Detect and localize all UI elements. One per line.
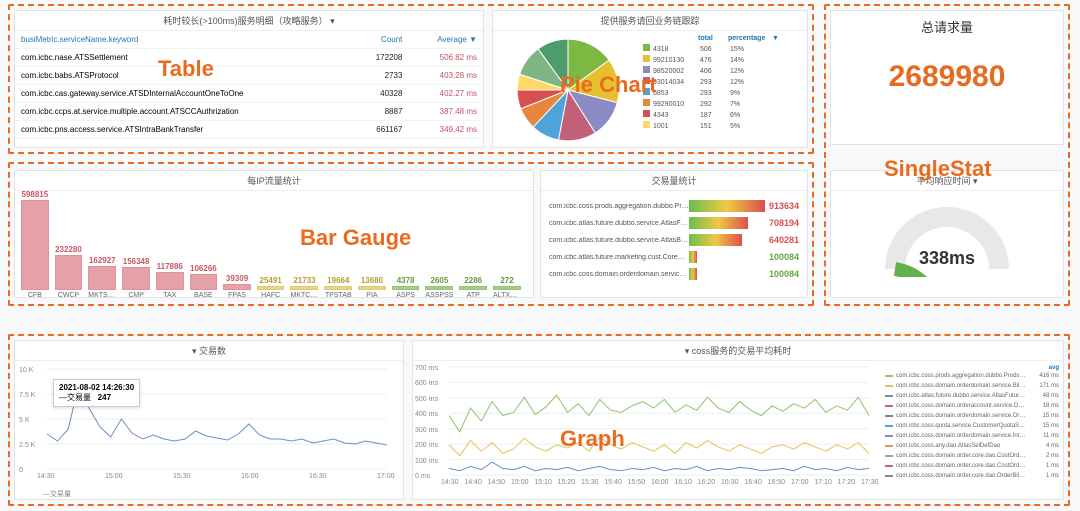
singlestat-total-panel: 总请求量 2689980 [830,10,1064,145]
pie-legend-row[interactable]: 9852000240612% [643,66,805,77]
chevron-down-icon: ▾ [330,16,335,26]
pie-legend-row[interactable]: 43431876% [643,110,805,121]
bar-gauge-bar[interactable]: 117886TAX [156,262,184,299]
bar-gauge-bar[interactable]: 39309FPAS [223,274,251,299]
table-col-header[interactable]: busiMetric.serviceName.keyword [15,31,353,49]
graph2-legend-row[interactable]: com.icbc.coss.domain.orderaccount.servic… [885,401,1059,411]
singlestat-total-title: 总请求量 [831,11,1063,36]
pie-legend-row[interactable]: 10011515% [643,121,805,132]
table-row[interactable]: com.icbc.ccps.at.service.multiple.accoun… [15,103,483,121]
table-panel-title[interactable]: 耗时较长(>100ms)服务明细（攻略服务） ▾ [15,11,483,31]
pie-panel: 提供服务请回业务链跟踪 total percentage ▼ 431850615… [492,10,808,148]
pie-legend: total percentage ▼ 431850615%99210130476… [643,31,807,149]
bar-gauge-hbar[interactable]: com.icbc.atlas.future.dubbo.service.Atla… [549,234,799,246]
graph1-tooltip: 2021-08-02 14:26:30 —交易量 247 [53,379,140,407]
graph2-chart[interactable] [413,361,883,491]
table-panel: 耗时较长(>100ms)服务明细（攻略服务） ▾ busiMetric.serv… [14,10,484,148]
graph2-title[interactable]: ▾ coss服务的交易平均耗时 [413,341,1063,361]
bar-gauge-hbar[interactable]: com.icbc.coss.prods.aggregation.dubbo.Pr… [549,200,799,212]
gauge-value: 338ms [882,248,1012,269]
graph2-legend: avg com.icbc.coss.prods.aggregation.dubb… [885,361,1063,503]
bar-gauge-bar[interactable]: 25491HAFC [257,276,285,299]
bar-gauge-bar[interactable]: 272ALTXCUS [493,276,521,299]
singlestat-gauge-panel: 平均响应时间 ▾ 338ms [830,170,1064,298]
singlestat-gauge-title[interactable]: 平均响应时间 ▾ [831,171,1063,191]
bar-gauge-v-title[interactable]: 每IP流量统计 [15,171,533,191]
table-col-header[interactable]: Average ▼ [408,31,483,49]
graph2-legend-row[interactable]: com.icbc.coss.domain.order.core.dao.Orde… [885,471,1059,481]
graph2-legend-row[interactable]: com.icbc.coss.domain.order.core.dao.Cost… [885,451,1059,461]
graph2-legend-row[interactable]: com.icbc.coss.any.dao.AtlasSelDefDao4 ms [885,441,1059,451]
gauge: 338ms [882,197,1012,277]
graph2-legend-row[interactable]: com.icbc.coss.domain.orderdomain.service… [885,411,1059,421]
graph2-legend-row[interactable]: com.icbc.coss.domain.orderdomain.service… [885,431,1059,441]
bar-gauge-bar[interactable]: 13680PIA [358,276,386,299]
bar-gauge-bar[interactable]: 156348CMP [122,257,150,299]
table-row[interactable]: com.icbc.nase.ATSSettlement172208506.82 … [15,49,483,67]
graph2-legend-row[interactable]: com.icbc.coss.domain.order.core.dao.Cost… [885,461,1059,471]
graph2-legend-row[interactable]: com.icbc.coss.domain.orderdomain.service… [885,381,1059,391]
table-col-header[interactable]: Count [353,31,409,49]
pie-legend-row[interactable]: 431850615% [643,44,805,55]
bar-gauge-bar[interactable]: 4378ASPS [392,276,420,299]
bar-gauge-bar[interactable]: 19664TPSTAB [324,276,352,299]
graph2-legend-row[interactable]: com.icbc.atlas.future.dubbo.service.Atla… [885,391,1059,401]
pie-legend-row[interactable]: 9921013047614% [643,55,805,66]
pie-legend-row[interactable]: 992900102927% [643,99,805,110]
pie-panel-title[interactable]: 提供服务请回业务链跟踪 [493,11,807,31]
bar-gauge-bar[interactable]: 162927MKTSMCP [88,256,116,299]
pie-chart[interactable] [493,31,643,149]
graph1-title[interactable]: ▾ 交易数 [15,341,403,361]
bar-gauge-hbar[interactable]: com.icbc.atlas.future.marketing.cust.Cor… [549,251,799,263]
bar-gauge-bar[interactable]: 598815CFB [21,190,49,299]
chevron-down-icon: ▾ [973,176,978,186]
pie-legend-row[interactable]: 68532939% [643,88,805,99]
graph2-legend-row[interactable]: com.icbc.coss.prods.aggregation.dubbo.Pr… [885,371,1059,381]
bar-gauge-vertical-panel: 每IP流量统计 598815CFB232280CWCP162927MKTSMCP… [14,170,534,298]
bar-gauge-h-title[interactable]: 交易量统计 [541,171,807,191]
bar-gauge-bar[interactable]: 2605ASSPSS [425,276,453,299]
bar-gauge-hbar[interactable]: com.icbc.coss.domain.orderdomain.service… [549,268,799,280]
pie-legend-row[interactable]: 9301403429312% [643,77,805,88]
bar-gauge-bar[interactable]: 2286ATP [459,276,487,299]
bar-gauge-bar[interactable]: 106266BASE [190,264,218,299]
bar-gauge-bar[interactable]: 21733MKTCJST [290,276,318,299]
graph-panel-2: ▾ coss服务的交易平均耗时 700 ms600 ms500 ms400 ms… [412,340,1064,500]
bar-gauge-horizontal-panel: 交易量统计 com.icbc.coss.prods.aggregation.du… [540,170,808,298]
table-row[interactable]: com.icbc.cas.gateway.service.ATSDInterna… [15,85,483,103]
graph2-legend-row[interactable]: com.icbc.coss.quota.service.CustomerQuot… [885,421,1059,431]
table-row[interactable]: com.icbc.pns.access.service.ATSIntraBank… [15,121,483,139]
chevron-down-icon: ▼ [772,33,779,44]
bar-gauge-hbar[interactable]: com.icbc.atlas.future.dubbo.service.Atla… [549,217,799,229]
graph-panel-1: ▾ 交易数 2021-08-02 14:26:30 —交易量 247 10 K7… [14,340,404,500]
bar-gauge-bar[interactable]: 232280CWCP [55,245,83,299]
table-row[interactable]: com.icbc.babs.ATSProtocol2733403.28 ms [15,67,483,85]
singlestat-total-value: 2689980 [831,60,1063,94]
